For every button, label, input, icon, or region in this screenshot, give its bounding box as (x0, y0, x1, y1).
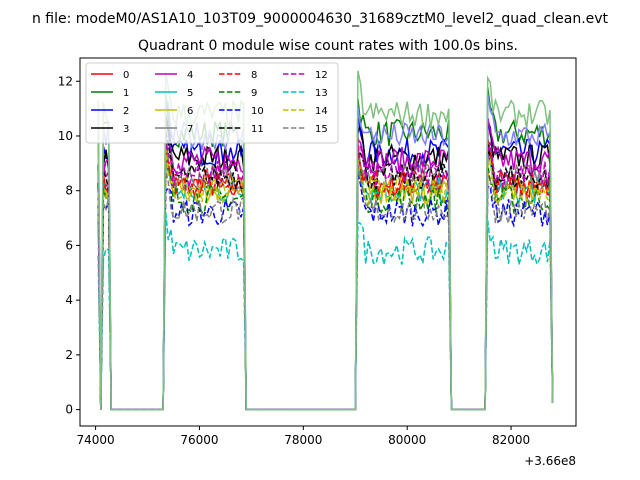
y-tick-label: 6 (65, 238, 73, 252)
legend-label-3: 3 (123, 124, 129, 135)
x-tick-label: 78000 (284, 433, 322, 447)
legend-label-4: 4 (187, 70, 193, 81)
legend-label-7: 7 (187, 124, 193, 135)
chart-title: Quadrant 0 module wise count rates with … (138, 38, 518, 54)
legend-label-12: 12 (315, 70, 328, 81)
y-tick-label: 4 (65, 293, 73, 307)
y-tick-label: 10 (58, 129, 73, 143)
x-tick-label: 80000 (388, 433, 426, 447)
legend-label-0: 0 (123, 70, 129, 81)
y-tick-label: 0 (65, 403, 73, 417)
legend-label-5: 5 (187, 88, 193, 99)
x-offset-label: +3.66e8 (524, 454, 576, 468)
legend-box (85, 62, 339, 144)
legend-label-15: 15 (315, 124, 328, 135)
y-tick-label: 12 (58, 74, 73, 88)
legend-label-10: 10 (251, 106, 264, 117)
plot-frame (79, 57, 577, 427)
y-tick-label: 8 (65, 184, 73, 198)
chart-suptitle: n file: modeM0/AS1A10_103T09_9000004630_… (32, 11, 609, 27)
x-tick-label: 76000 (180, 433, 218, 447)
legend-label-8: 8 (251, 70, 257, 81)
legend-label-9: 9 (251, 88, 257, 99)
legend-label-2: 2 (123, 106, 129, 117)
legend-label-13: 13 (315, 88, 328, 99)
x-tick-label: 82000 (492, 433, 530, 447)
legend-label-1: 1 (123, 88, 129, 99)
legend-label-6: 6 (187, 106, 193, 117)
legend-label-14: 14 (315, 106, 328, 117)
series-layer (97, 70, 554, 411)
x-tick-label: 74000 (76, 433, 114, 447)
legend-label-11: 11 (251, 124, 264, 135)
y-tick-label: 2 (65, 348, 73, 362)
